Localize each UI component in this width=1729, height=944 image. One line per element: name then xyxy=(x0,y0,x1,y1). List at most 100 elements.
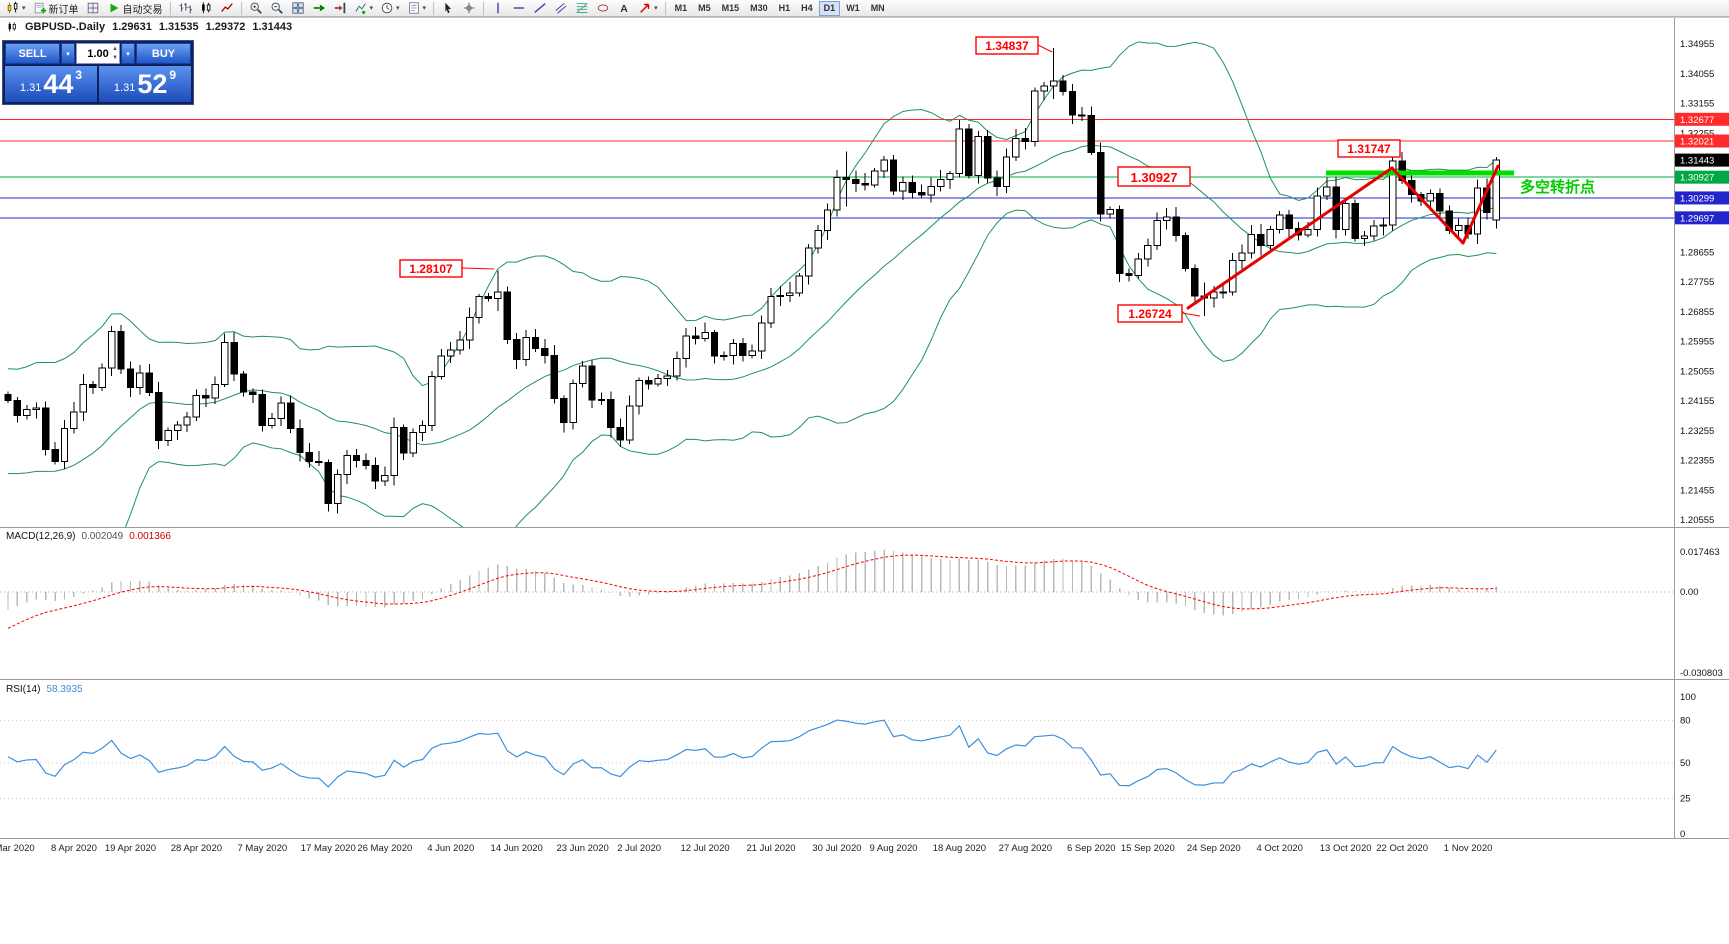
pane-separators xyxy=(0,17,1729,839)
tile-windows-button[interactable] xyxy=(288,1,308,16)
svg-text:1.23255: 1.23255 xyxy=(1680,426,1714,437)
new-chart-button[interactable]: ▾ xyxy=(3,1,29,16)
volume-decrease-button[interactable]: ▼ xyxy=(112,55,118,61)
window-layout-button[interactable] xyxy=(83,1,103,16)
buy-price-point: 9 xyxy=(169,68,177,82)
vline-icon xyxy=(497,2,499,14)
svg-text:14 Jun 2020: 14 Jun 2020 xyxy=(491,843,543,854)
svg-text:1.30927: 1.30927 xyxy=(1680,173,1714,184)
cursor-button[interactable] xyxy=(438,1,458,16)
svg-text:1.32021: 1.32021 xyxy=(1680,136,1714,147)
text-button[interactable] xyxy=(614,1,634,16)
timeframe-mn-button[interactable]: MN xyxy=(866,1,890,16)
toolbar-separator xyxy=(664,1,666,15)
svg-text:0.017463: 0.017463 xyxy=(1680,547,1720,558)
svg-text:26 May 2020: 26 May 2020 xyxy=(357,843,412,854)
svg-text:6 Sep 2020: 6 Sep 2020 xyxy=(1067,843,1116,854)
zoomin-icon xyxy=(249,2,262,15)
timeframe-m5-button[interactable]: M5 xyxy=(693,1,716,16)
price-annotation[interactable]: 1.26724 xyxy=(1117,304,1201,323)
svg-text:1.20555: 1.20555 xyxy=(1680,515,1714,526)
channel-button[interactable] xyxy=(551,1,571,16)
svg-text:1.26724: 1.26724 xyxy=(1128,307,1172,321)
lineChart-icon xyxy=(220,2,233,13)
timeframe-m30-button[interactable]: M30 xyxy=(745,1,773,16)
time-axis: 30 Mar 2020 8 Apr 2020 19 Apr 2020 28 Apr 2… xyxy=(0,843,1492,854)
price-annotation[interactable]: 1.31747 xyxy=(1337,139,1401,158)
svg-text:1.21455: 1.21455 xyxy=(1680,485,1714,496)
chinese-note-text[interactable]: 多空转折点 xyxy=(1520,178,1595,196)
price-annotation[interactable]: 1.30927 xyxy=(1117,166,1191,187)
zoom-out-button[interactable] xyxy=(267,1,287,16)
candlestick-chart-button[interactable] xyxy=(196,1,216,16)
templates-button[interactable]: ▾ xyxy=(404,1,430,16)
buy-options-dropdown[interactable]: ▾ xyxy=(121,43,135,64)
svg-text:1.31747: 1.31747 xyxy=(1347,142,1391,156)
price-axis-badge: 1.32677 xyxy=(1675,112,1729,126)
arrows-button[interactable]: ▾ xyxy=(635,1,661,16)
trend-line[interactable] xyxy=(1461,164,1500,245)
price-axis-badge: 1.30299 xyxy=(1675,191,1729,205)
svg-text:9 Aug 2020: 9 Aug 2020 xyxy=(869,843,917,854)
sell-button[interactable]: SELL xyxy=(5,43,60,64)
indicators-button[interactable]: ▾ xyxy=(351,1,377,16)
autoscroll-icon xyxy=(312,3,326,13)
new-order-button[interactable]: 新订单 xyxy=(30,1,82,16)
svg-text:30 Mar 2020: 30 Mar 2020 xyxy=(0,843,35,854)
shapes-button[interactable] xyxy=(593,1,613,16)
horizontal-line-button[interactable] xyxy=(509,1,529,16)
symbol-timeframe-label: GBPUSD-.Daily xyxy=(25,21,106,33)
timeframe-h1-button[interactable]: H1 xyxy=(774,1,796,16)
sell-price-prefix: 1.31 xyxy=(19,82,42,95)
sell-price-point: 3 xyxy=(75,68,83,82)
auto-scroll-button[interactable] xyxy=(309,1,329,16)
svg-text:13 Oct 2020: 13 Oct 2020 xyxy=(1320,843,1372,854)
price-annotation[interactable]: 1.34837 xyxy=(975,36,1053,55)
sell-options-dropdown[interactable]: ▾ xyxy=(61,43,75,64)
svg-text:1.34055: 1.34055 xyxy=(1680,69,1714,80)
channel-icon xyxy=(555,2,567,14)
price-annotation[interactable]: 1.28107 xyxy=(399,259,495,278)
svg-text:1.28107: 1.28107 xyxy=(409,262,453,276)
trendline-button[interactable] xyxy=(530,1,550,16)
svg-text:-0.030803: -0.030803 xyxy=(1680,668,1723,679)
line-chart-button[interactable] xyxy=(217,1,237,16)
timeframe-d1-button[interactable]: D1 xyxy=(818,0,841,16)
timeframe-h4-button[interactable]: H4 xyxy=(796,1,818,16)
svg-text:1.28655: 1.28655 xyxy=(1680,247,1714,258)
svg-text:8 Apr 2020: 8 Apr 2020 xyxy=(51,843,97,854)
timeframe-m1-button[interactable]: M1 xyxy=(670,1,693,16)
shift-icon xyxy=(333,1,345,15)
chart-type-icon xyxy=(8,21,16,32)
play-icon xyxy=(110,3,118,13)
zoom-in-button[interactable] xyxy=(246,1,266,16)
auto-trading-button[interactable]: 自动交易 xyxy=(104,1,166,16)
timeframe-m15-button[interactable]: M15 xyxy=(717,1,745,16)
svg-text:80: 80 xyxy=(1680,715,1691,726)
svg-text:24 Sep 2020: 24 Sep 2020 xyxy=(1187,843,1241,854)
crosshair-button[interactable] xyxy=(459,1,479,16)
chart-shift-button[interactable] xyxy=(330,1,350,16)
macd-main-value: 0.002049 xyxy=(81,531,124,542)
macd-name: MACD(12,26,9) xyxy=(6,531,76,542)
svg-text:100: 100 xyxy=(1680,692,1696,703)
periods-button[interactable]: ▾ xyxy=(377,1,403,16)
bars-icon xyxy=(178,2,192,14)
svg-text:50: 50 xyxy=(1680,758,1691,769)
volume-increase-button[interactable]: ▲ xyxy=(112,46,118,52)
toolbar: ▾ 新订单 自动交易 ▾ ▾ ▾ ▾ M1 M5 M15 M30 H1 H4 D1 W1 MN xyxy=(0,0,1729,17)
svg-text:1.22355: 1.22355 xyxy=(1680,456,1714,467)
svg-text:28 Apr 2020: 28 Apr 2020 xyxy=(171,843,222,854)
clock-icon xyxy=(381,2,393,14)
svg-text:1 Nov 2020: 1 Nov 2020 xyxy=(1444,843,1493,854)
buy-button[interactable]: BUY xyxy=(136,43,191,64)
trend-line[interactable] xyxy=(1390,166,1465,245)
trend-line[interactable] xyxy=(1186,166,1394,310)
bar-chart-button[interactable] xyxy=(175,1,195,16)
timeframe-w1-button[interactable]: W1 xyxy=(841,1,865,16)
fibonacci-button[interactable] xyxy=(572,1,592,16)
buy-price[interactable]: 1.31 52 9 xyxy=(99,66,191,102)
volume-input[interactable] xyxy=(77,44,119,63)
sell-price[interactable]: 1.31 44 3 xyxy=(5,66,97,102)
vertical-line-button[interactable] xyxy=(488,1,508,16)
